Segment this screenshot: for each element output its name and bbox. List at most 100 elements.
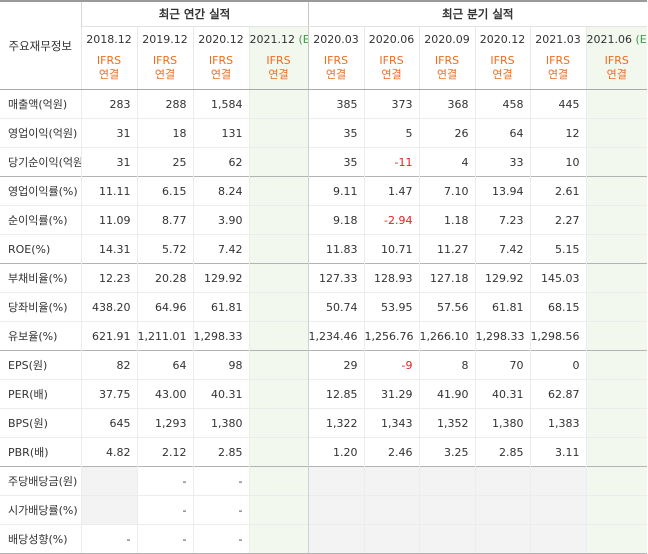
quarterly-value-cell (529, 524, 586, 554)
annual-value-cell: 1,298.33 (192, 321, 249, 351)
annual-value-cell: 8.77 (136, 205, 193, 235)
quarterly-value-cell (585, 350, 647, 380)
annual-value-cell: 1,293 (136, 408, 193, 438)
table-row: PER(배) 37.75 43.00 40.31 12.85 31.29 41.90 40.3… (0, 379, 647, 409)
quarterly-value-cell: 9.18 (307, 205, 364, 235)
ifrs-consolidated-label: IFRS 연결 (529, 51, 586, 90)
quarterly-value-cell: 62.87 (529, 379, 586, 409)
quarterly-value-cell: 3.25 (418, 437, 475, 467)
row-label: 영업이익률(%) (0, 176, 81, 206)
quarterly-value-cell (418, 524, 475, 554)
period-label: 2021.06 (586, 32, 632, 46)
period-header: 2021.06 (E) (585, 26, 647, 51)
quarterly-value-cell (418, 495, 475, 525)
annual-value-cell (248, 234, 308, 264)
quarterly-value-cell (529, 495, 586, 525)
annual-value-cell: 12.23 (80, 263, 137, 293)
quarterly-value-cell: 53.95 (363, 292, 419, 322)
quarterly-value-cell (585, 495, 647, 525)
quarterly-value-cell: -2.94 (363, 205, 419, 235)
annual-value-cell (248, 321, 308, 351)
annual-value-cell (248, 263, 308, 293)
period-header: 2019.12 (136, 26, 193, 51)
annual-value-cell: 18 (136, 118, 193, 148)
quarterly-section-title: 최근 분기 실적 (307, 0, 647, 27)
annual-value-cell: 1,380 (192, 408, 249, 438)
quarterly-value-cell: 368 (418, 89, 475, 119)
annual-value-cell (248, 176, 308, 206)
table-row: 순이익률(%) 11.09 8.77 3.90 9.18 -2.94 1.18 7.23 2.2… (0, 205, 647, 235)
annual-value-cell: - (136, 495, 193, 525)
row-label: EPS(원) (0, 350, 81, 380)
table-row: 매출액(억원) 283 288 1,584 385 373 368 458 445 (0, 89, 647, 119)
quarterly-value-cell (418, 466, 475, 496)
quarterly-value-cell: 1,380 (474, 408, 530, 438)
annual-value-cell (80, 466, 137, 496)
quarterly-value-cell: 9.11 (307, 176, 364, 206)
table-row: BPS(원) 645 1,293 1,380 1,322 1,343 1,352 1,380 1… (0, 408, 647, 438)
quarterly-value-cell: 5.15 (529, 234, 586, 264)
quarterly-value-cell: 3.11 (529, 437, 586, 467)
ifrs-consolidated-label: IFRS 연결 (307, 51, 364, 90)
annual-value-cell: 438.20 (80, 292, 137, 322)
row-label: 배당성향(%) (0, 524, 81, 554)
quarterly-value-cell: 68.15 (529, 292, 586, 322)
quarterly-value-cell (363, 495, 419, 525)
quarterly-value-cell (585, 379, 647, 409)
quarterly-value-cell: 1,343 (363, 408, 419, 438)
period-header: 2020.03 (307, 26, 364, 51)
quarterly-value-cell: 10.71 (363, 234, 419, 264)
row-label: ROE(%) (0, 234, 81, 264)
quarterly-value-cell (585, 89, 647, 119)
quarterly-value-cell (363, 524, 419, 554)
row-label: 당좌비율(%) (0, 292, 81, 322)
quarterly-value-cell: 13.94 (474, 176, 530, 206)
quarterly-value-cell: 4 (418, 147, 475, 177)
annual-value-cell: 645 (80, 408, 137, 438)
table-row: 유보율(%) 621.91 1,211.01 1,298.33 1,234.46 1,25… (0, 321, 647, 351)
quarterly-value-cell: 373 (363, 89, 419, 119)
ifrs-consolidated-label: IFRS 연결 (248, 51, 308, 90)
quarterly-value-cell: 10 (529, 147, 586, 177)
quarterly-value-cell (585, 437, 647, 467)
annual-value-cell: 31 (80, 118, 137, 148)
table-row: ROE(%) 14.31 5.72 7.42 11.83 10.71 11.27 7.42 5.… (0, 234, 647, 264)
table-row: 배당성향(%) - - - (0, 524, 647, 554)
table-row: 시가배당률(%) - - (0, 495, 647, 525)
main-header-label: 주요재무정보 (0, 0, 81, 90)
annual-value-cell: 40.31 (192, 379, 249, 409)
estimate-marker: (E) (298, 32, 308, 46)
annual-value-cell: - (192, 524, 249, 554)
row-label: BPS(원) (0, 408, 81, 438)
quarterly-value-cell: 12.85 (307, 379, 364, 409)
table-row: 영업이익률(%) 11.11 6.15 8.24 9.11 1.47 7.10 13.94 2.… (0, 176, 647, 206)
quarterly-value-cell: 145.03 (529, 263, 586, 293)
quarterly-value-cell (585, 321, 647, 351)
annual-value-cell: 64 (136, 350, 193, 380)
quarterly-value-cell (474, 495, 530, 525)
estimate-marker: (E) (635, 32, 647, 46)
annual-value-cell: 11.09 (80, 205, 137, 235)
quarterly-value-cell (585, 408, 647, 438)
annual-value-cell (248, 379, 308, 409)
quarterly-value-cell: -9 (363, 350, 419, 380)
quarterly-value-cell: 12 (529, 118, 586, 148)
quarterly-value-cell: 50.74 (307, 292, 364, 322)
annual-value-cell (248, 89, 308, 119)
quarterly-value-cell (585, 263, 647, 293)
quarterly-value-cell: 11.83 (307, 234, 364, 264)
quarterly-value-cell: 5 (363, 118, 419, 148)
quarterly-value-cell (585, 466, 647, 496)
annual-value-cell (248, 292, 308, 322)
annual-value-cell: - (136, 466, 193, 496)
annual-value-cell: 61.81 (192, 292, 249, 322)
ifrs-consolidated-label: IFRS 연결 (474, 51, 530, 90)
table-row: EPS(원) 82 64 98 29 -9 8 70 0 (0, 350, 647, 380)
quarterly-value-cell (474, 524, 530, 554)
ifrs-consolidated-label: IFRS 연결 (192, 51, 249, 90)
ifrs-consolidated-label: IFRS 연결 (363, 51, 419, 90)
quarterly-value-cell: 61.81 (474, 292, 530, 322)
quarterly-value-cell: 70 (474, 350, 530, 380)
annual-value-cell: 1,584 (192, 89, 249, 119)
